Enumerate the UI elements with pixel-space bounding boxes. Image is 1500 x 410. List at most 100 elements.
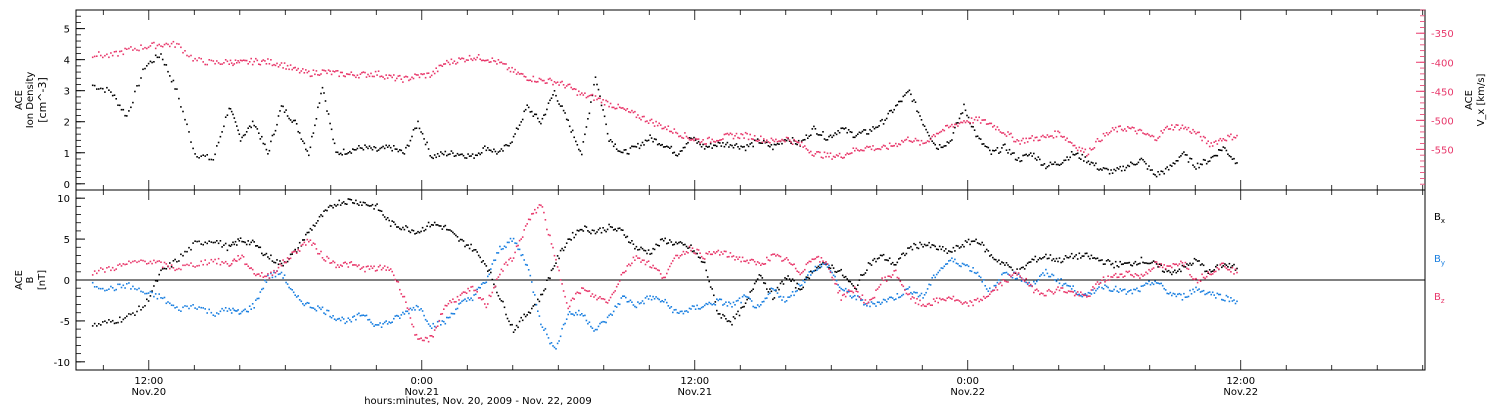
bz-point [1164, 267, 1167, 270]
velocity-x-point [605, 99, 607, 102]
velocity-x-point [908, 140, 911, 142]
by-point [399, 317, 401, 319]
bx-point [443, 225, 445, 228]
by-point [1101, 286, 1103, 289]
velocity-x-point [873, 149, 876, 152]
density-point [385, 144, 387, 147]
density-point [670, 145, 673, 148]
bx-point [1111, 262, 1114, 265]
velocity-x-point [382, 76, 384, 78]
x-axis: 12:00Nov.200:00Nov.2112:00Nov.210:00Nov.… [102, 10, 1424, 398]
bz-point [1081, 293, 1084, 296]
density-point [550, 97, 553, 99]
by-point [190, 305, 192, 307]
bx-point [335, 205, 337, 207]
bz-point [1093, 287, 1096, 290]
bx-point [1205, 270, 1208, 272]
bz-point [394, 278, 397, 281]
bx-point [594, 232, 597, 235]
velocity-axis-title-line: V_x [km/s] [1476, 73, 1487, 126]
by-point [508, 241, 510, 244]
by-point [1224, 299, 1226, 302]
bx-point [885, 259, 888, 261]
density-point [333, 142, 336, 145]
density-point [362, 148, 365, 151]
by-point [418, 309, 421, 311]
velocity-x-point [283, 62, 286, 64]
bx-point [500, 300, 503, 302]
by-point [130, 288, 132, 290]
bz-point [1142, 275, 1144, 277]
bx-point [684, 243, 686, 246]
bz-point [474, 289, 477, 292]
by-point [476, 288, 478, 291]
density-point [198, 157, 200, 159]
density-point [314, 124, 316, 127]
bz-point [676, 254, 679, 257]
density-point [1107, 168, 1109, 171]
bz-point [456, 295, 459, 298]
velocity-x-point [371, 75, 374, 78]
density-point [1166, 166, 1168, 168]
bx-point [688, 246, 691, 249]
bx-point [975, 238, 977, 241]
density-point [330, 128, 333, 131]
velocity-x-point [1233, 136, 1235, 139]
density-point [749, 143, 751, 145]
velocity-x-point [966, 120, 968, 122]
by-point [576, 313, 579, 316]
bx-point [339, 204, 342, 206]
by-point [535, 304, 538, 306]
velocity-x-point [964, 121, 967, 124]
density-point [490, 149, 492, 152]
by-point [847, 291, 850, 293]
by-point [182, 306, 184, 309]
density-point [347, 152, 350, 154]
velocity-x-point [418, 76, 421, 79]
bx-point [527, 311, 530, 313]
by-point [388, 321, 390, 323]
bz-point [973, 299, 976, 301]
bx-point [1116, 265, 1118, 267]
density-point [992, 149, 994, 152]
velocity-x-point [247, 63, 249, 65]
bz-point [981, 299, 983, 302]
bx-point [1228, 262, 1231, 265]
by-point [637, 301, 639, 303]
velocity-x-point [872, 145, 874, 147]
velocity-x-point [737, 136, 739, 139]
bx-point [849, 280, 852, 283]
velocity-x-point [327, 69, 330, 71]
velocity-x-point [1177, 124, 1179, 126]
density-axis-tick-label: 0 [64, 180, 70, 191]
by-point [753, 306, 756, 309]
bz-point [500, 268, 503, 271]
by-point [787, 296, 789, 298]
velocity-x-point [1117, 125, 1120, 128]
bz-point [743, 260, 745, 262]
density-point [172, 79, 175, 82]
bx-point [233, 243, 236, 246]
density-point [380, 146, 383, 149]
bx-point [929, 246, 932, 249]
density-point [773, 143, 776, 146]
velocity-x-point [174, 46, 176, 48]
bx-point [280, 262, 283, 265]
by-point [374, 324, 377, 326]
bx-point [393, 221, 395, 223]
bx-point [584, 225, 586, 227]
bz-point [559, 279, 562, 281]
bx-point [1078, 252, 1081, 255]
density-point [273, 133, 275, 136]
by-point [573, 314, 575, 317]
by-point [738, 297, 741, 299]
by-point [1169, 291, 1172, 294]
velocity-x-point [111, 54, 114, 57]
density-point [418, 127, 421, 130]
density-point [916, 110, 918, 112]
by-point [100, 287, 102, 290]
bz-point [612, 291, 615, 294]
density-point [620, 151, 623, 154]
velocity-axis-tick-label: -400 [1431, 58, 1454, 69]
bz-point [1171, 266, 1173, 269]
